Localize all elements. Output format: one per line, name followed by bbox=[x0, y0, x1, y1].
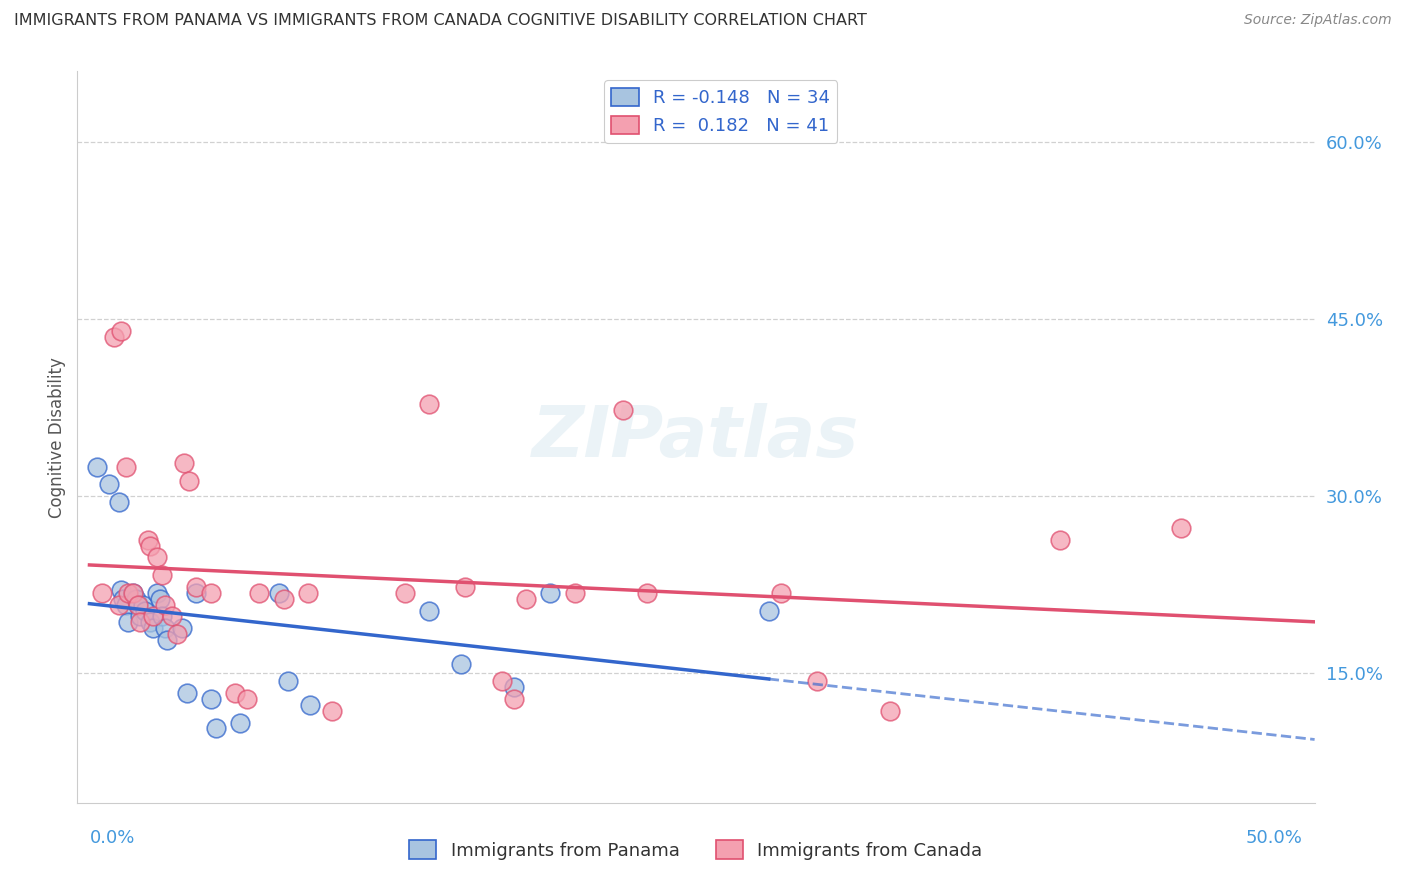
Point bbox=[115, 598, 138, 612]
Point bbox=[636, 586, 658, 600]
Point bbox=[186, 580, 208, 594]
Point bbox=[321, 704, 343, 718]
Point bbox=[156, 632, 179, 647]
Point bbox=[394, 586, 416, 600]
Point bbox=[176, 686, 198, 700]
Point bbox=[122, 586, 145, 600]
Point bbox=[115, 459, 138, 474]
Point bbox=[454, 580, 477, 594]
Point bbox=[200, 586, 222, 600]
Point bbox=[153, 598, 176, 612]
Point bbox=[141, 621, 163, 635]
Point bbox=[177, 474, 200, 488]
Point bbox=[127, 598, 149, 612]
Point bbox=[107, 495, 129, 509]
Point bbox=[612, 403, 634, 417]
Point bbox=[149, 591, 172, 606]
Point bbox=[758, 603, 780, 617]
Point bbox=[127, 598, 149, 612]
Point bbox=[150, 568, 173, 582]
Point bbox=[247, 586, 270, 600]
Point bbox=[503, 692, 526, 706]
Text: ZIPatlas: ZIPatlas bbox=[533, 402, 859, 472]
Point bbox=[564, 586, 586, 600]
Point bbox=[129, 609, 152, 624]
Point bbox=[132, 598, 155, 612]
Point bbox=[139, 615, 162, 630]
Point bbox=[136, 533, 159, 547]
Point bbox=[122, 586, 145, 600]
Point bbox=[124, 591, 146, 606]
Point bbox=[186, 586, 208, 600]
Point bbox=[139, 539, 162, 553]
Point bbox=[110, 583, 132, 598]
Point bbox=[236, 692, 259, 706]
Point bbox=[117, 586, 139, 600]
Point bbox=[769, 586, 792, 600]
Point bbox=[112, 591, 135, 606]
Legend: Immigrants from Panama, Immigrants from Canada: Immigrants from Panama, Immigrants from … bbox=[402, 833, 990, 867]
Point bbox=[153, 621, 176, 635]
Point bbox=[515, 591, 537, 606]
Point bbox=[200, 692, 222, 706]
Text: IMMIGRANTS FROM PANAMA VS IMMIGRANTS FROM CANADA COGNITIVE DISABILITY CORRELATIO: IMMIGRANTS FROM PANAMA VS IMMIGRANTS FRO… bbox=[14, 13, 868, 29]
Point bbox=[491, 674, 513, 689]
Point bbox=[90, 586, 112, 600]
Point bbox=[166, 627, 188, 641]
Point bbox=[277, 674, 299, 689]
Point bbox=[110, 324, 132, 338]
Point bbox=[141, 609, 163, 624]
Point bbox=[173, 456, 195, 470]
Text: 0.0%: 0.0% bbox=[90, 829, 135, 847]
Point bbox=[538, 586, 561, 600]
Text: 50.0%: 50.0% bbox=[1246, 829, 1302, 847]
Point bbox=[224, 686, 246, 700]
Point bbox=[146, 586, 169, 600]
Point bbox=[97, 477, 120, 491]
Point bbox=[107, 598, 129, 612]
Point bbox=[267, 586, 290, 600]
Point bbox=[160, 609, 183, 624]
Point bbox=[86, 459, 108, 474]
Point bbox=[503, 680, 526, 694]
Text: Source: ZipAtlas.com: Source: ZipAtlas.com bbox=[1244, 13, 1392, 28]
Point bbox=[117, 615, 139, 630]
Point bbox=[418, 397, 440, 411]
Point bbox=[879, 704, 901, 718]
Point bbox=[806, 674, 828, 689]
Point bbox=[134, 603, 156, 617]
Point bbox=[1049, 533, 1071, 547]
Point bbox=[450, 657, 472, 671]
Point bbox=[299, 698, 322, 712]
Y-axis label: Cognitive Disability: Cognitive Disability bbox=[48, 357, 66, 517]
Point bbox=[273, 591, 295, 606]
Point bbox=[129, 615, 152, 630]
Point bbox=[1170, 521, 1192, 535]
Point bbox=[418, 603, 440, 617]
Point bbox=[170, 621, 193, 635]
Point bbox=[297, 586, 319, 600]
Point bbox=[103, 330, 125, 344]
Point bbox=[229, 715, 252, 730]
Point bbox=[150, 609, 173, 624]
Point bbox=[204, 722, 226, 736]
Point bbox=[146, 550, 169, 565]
